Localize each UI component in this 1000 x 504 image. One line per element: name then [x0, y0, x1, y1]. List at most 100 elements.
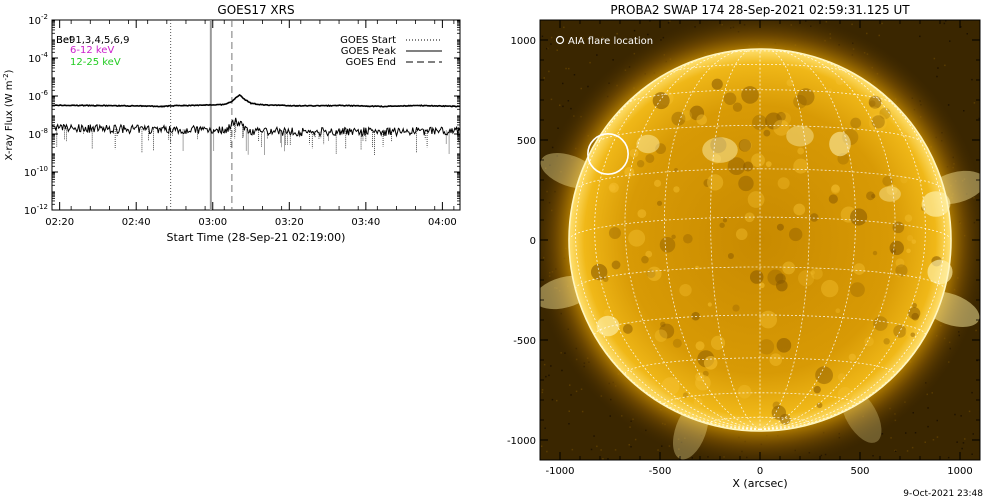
disk-texture-blob	[654, 329, 668, 342]
speckle-dot	[634, 438, 637, 441]
disk-texture-blob	[773, 119, 790, 136]
disk-texture-blob	[777, 177, 790, 190]
goes-x-tick-label: 02:40	[122, 217, 151, 228]
goes-y-tick-label: 10-10	[24, 165, 48, 179]
speckle-dot	[580, 87, 582, 90]
goes-y-tick-base: 10	[28, 130, 41, 141]
disk-texture-blob	[738, 175, 754, 192]
disk-texture-blob	[711, 154, 722, 164]
disk-texture-blob	[793, 158, 809, 174]
disk-texture-blob	[810, 267, 823, 280]
disk-texture-blob	[732, 102, 743, 112]
goes-y-tick-label: 10-12	[24, 203, 48, 217]
speckle-dot	[943, 22, 946, 25]
swap-x-tick-label: 1000	[947, 466, 972, 477]
goes-x-tick-label: 03:00	[198, 217, 227, 228]
speckle-dot	[936, 436, 939, 438]
disk-texture-blob	[835, 308, 841, 314]
disk-texture-blob	[827, 88, 833, 93]
speckle-dot	[550, 365, 552, 367]
disk-texture-blob	[776, 223, 784, 231]
goes-channel-text: Be91,3,4,5,6,9	[56, 35, 129, 46]
disk-texture-blob	[603, 309, 611, 317]
speckle-dot	[971, 391, 973, 394]
bright-active-region	[786, 125, 814, 147]
disk-texture-blob	[835, 76, 845, 85]
speckle-dot	[960, 415, 962, 417]
bright-active-region	[702, 137, 738, 163]
disk-texture-blob	[900, 175, 908, 184]
disk-texture-blob	[652, 92, 670, 110]
speckle-dot	[568, 423, 570, 425]
speckle-dot	[593, 435, 595, 437]
sun-limb-outline	[568, 48, 952, 432]
disk-texture-blob	[905, 325, 918, 339]
speckle-dot	[968, 410, 971, 413]
speckle-dot	[947, 456, 950, 459]
goes-energy-legend-6-12: 6-12 keV	[70, 45, 114, 56]
disk-texture-blob	[641, 255, 649, 264]
disk-texture-blob	[782, 261, 796, 275]
goes-y-tick-exp: -6	[41, 89, 49, 97]
disk-texture-blob	[830, 184, 841, 194]
disk-texture-blob	[813, 385, 821, 394]
speckle-dot	[556, 399, 558, 402]
goes-y-tick-base: 10	[24, 168, 37, 179]
bright-active-region	[927, 259, 953, 285]
goes-chart-title: GOES17 XRS	[217, 3, 294, 17]
speckle-dot	[975, 329, 977, 332]
disk-texture-blob	[831, 184, 840, 193]
disk-texture-blob	[903, 132, 909, 138]
speckle-dot	[541, 391, 544, 394]
disk-texture-blob	[815, 366, 833, 385]
goes-y-tick-base: 10	[24, 206, 37, 217]
speckle-dot	[543, 77, 545, 79]
disk-texture-blob	[622, 324, 633, 334]
speckle-dot	[647, 33, 649, 36]
disk-texture-blob	[911, 239, 917, 244]
disk-texture-blob	[693, 397, 703, 408]
disk-texture-blob	[769, 353, 783, 367]
disk-texture-blob	[751, 153, 765, 168]
speckle-dot	[894, 450, 897, 452]
speckle-dot	[559, 104, 561, 106]
disk-texture-blob	[694, 265, 700, 270]
longitude-gridline	[594, 53, 761, 430]
speckle-dot	[944, 64, 946, 67]
disk-texture-blob	[645, 153, 655, 163]
speckle-dot	[919, 35, 921, 38]
disk-texture-blob	[671, 111, 686, 126]
speckle-dot	[607, 458, 609, 460]
speckle-dot	[914, 432, 917, 434]
disk-texture-blob	[707, 174, 724, 191]
disk-texture-blob	[723, 92, 737, 105]
speckle-dot	[630, 446, 632, 448]
disk-texture-blob	[608, 226, 621, 239]
disk-texture-blob	[889, 240, 904, 256]
disk-texture-blob	[752, 114, 768, 131]
disk-texture-blob	[895, 258, 905, 268]
disk-texture-blob	[895, 264, 908, 277]
disk-texture-blob	[809, 213, 819, 222]
goes-y-tick-label: 10-6	[28, 89, 48, 103]
disk-texture-blob	[797, 147, 805, 155]
speckle-dot	[905, 432, 907, 434]
disk-texture-blob	[910, 332, 916, 338]
disk-texture-blob	[689, 105, 705, 121]
speckle-dot	[550, 98, 553, 101]
speckle-dot	[895, 449, 897, 452]
disk-texture-blob	[906, 248, 911, 254]
goes-y-tick-exp: -4	[41, 51, 49, 59]
disk-texture-blob	[786, 79, 794, 87]
speckle-dot	[590, 448, 593, 451]
disk-texture-blob	[743, 161, 754, 172]
disk-texture-blob	[702, 370, 709, 377]
disk-texture-blob	[647, 266, 662, 281]
latitude-gridline	[575, 168, 945, 191]
speckle-dot	[589, 61, 591, 64]
disk-texture-blob	[653, 179, 662, 187]
goes-x-axis-label: Start Time (28-Sep-21 02:19:00)	[167, 231, 346, 244]
disk-texture-blob	[707, 302, 712, 307]
